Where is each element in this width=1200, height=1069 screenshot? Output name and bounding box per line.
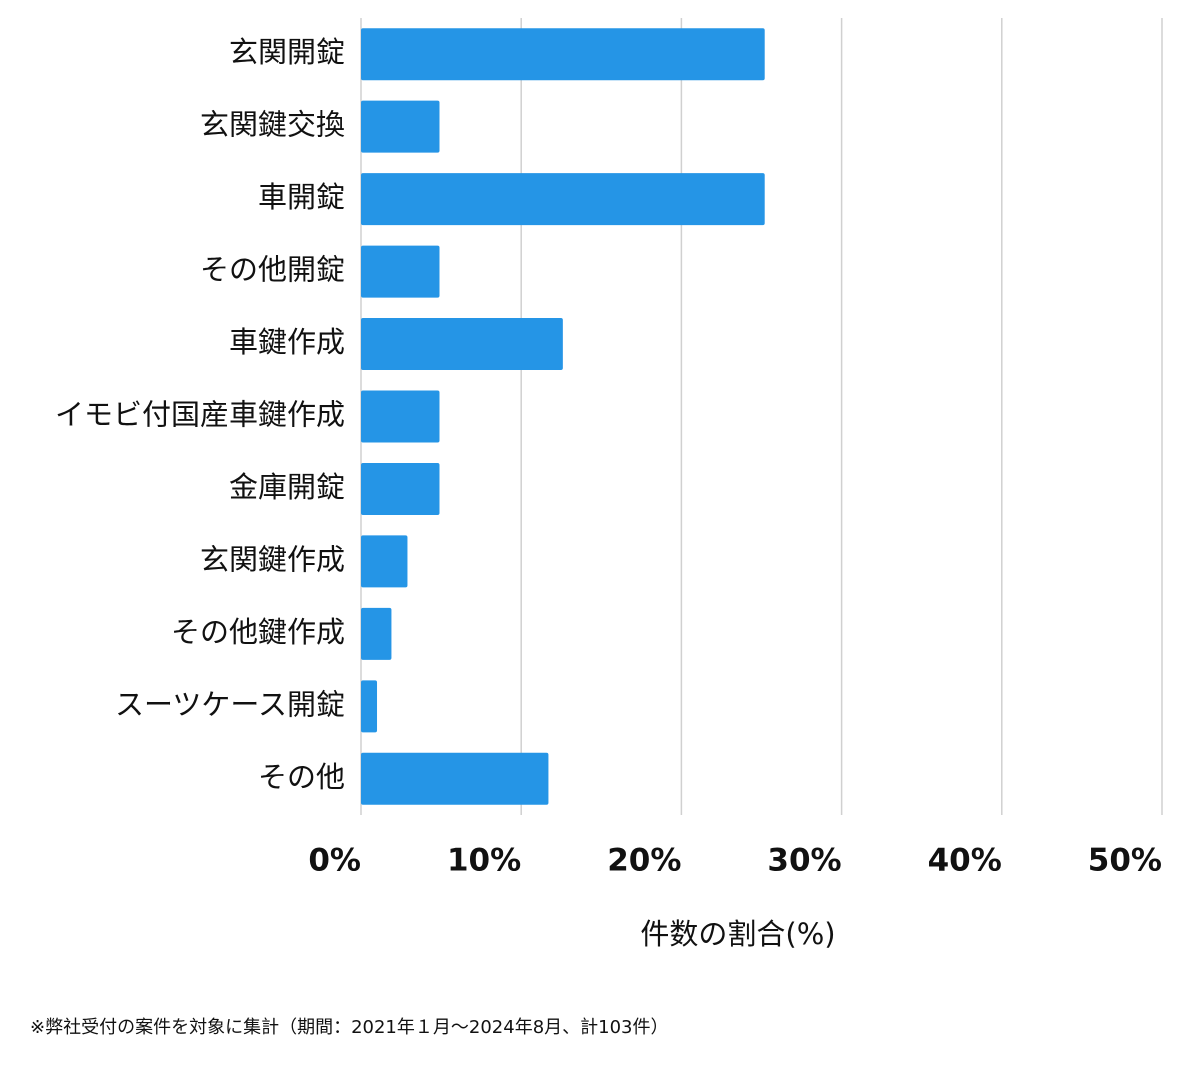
y-tick-label: 玄関鍵作成 (200, 542, 345, 576)
bar (361, 752, 549, 805)
y-tick-label: その他開錠 (200, 253, 345, 287)
bar (361, 318, 563, 371)
x-tick-label: 20% (607, 843, 681, 879)
bar (361, 462, 440, 515)
bar (361, 100, 440, 153)
y-tick-label: その他 (258, 760, 345, 794)
y-tick-label: その他鍵作成 (171, 615, 345, 649)
bar (361, 173, 765, 226)
y-tick-label: 車鍵作成 (229, 325, 345, 359)
y-tick-label: 車開錠 (258, 180, 345, 214)
y-tick-label: 玄関開錠 (229, 35, 345, 69)
x-axis-title: 件数の割合(%) (640, 917, 835, 951)
x-tick-label: 40% (928, 843, 1002, 879)
bar (361, 28, 765, 81)
bar (361, 245, 440, 298)
footnote: ※弊社受付の案件を対象に集計（期間：2021年１月～2024年8月、計103件） (30, 1017, 669, 1038)
bar (361, 535, 408, 588)
y-tick-label: イモビ付国産車鍵作成 (55, 398, 345, 432)
bar (361, 390, 440, 443)
x-tick-label: 10% (447, 843, 521, 879)
bar (361, 680, 378, 733)
y-tick-label: 玄関鍵交換 (200, 108, 345, 142)
x-tick-label: 0% (308, 843, 361, 879)
bar (361, 607, 392, 660)
x-tick-label: 30% (767, 843, 841, 879)
y-tick-label: 金庫開錠 (229, 470, 345, 504)
y-tick-label: スーツケース開錠 (115, 687, 345, 721)
x-tick-label: 50% (1088, 843, 1162, 879)
